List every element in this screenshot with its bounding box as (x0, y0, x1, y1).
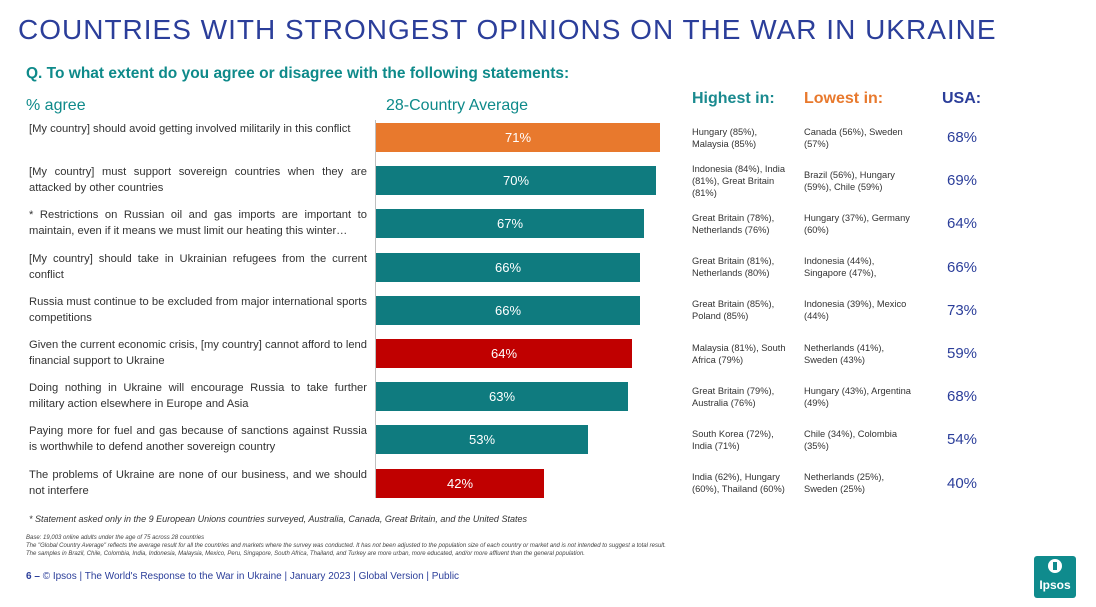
fine-print-samples: The samples in Brazil, Chile, Colombia, … (26, 551, 585, 557)
chart-axis (375, 120, 376, 498)
highest-countries: Malaysia (81%), South Africa (79%) (692, 342, 786, 365)
bar: 71% (376, 123, 660, 152)
usa-value: 69% (946, 172, 978, 190)
page-number: 6 – (26, 571, 40, 582)
logo-mark-bar (1053, 562, 1057, 570)
bar: 64% (376, 339, 632, 368)
bar: 67% (376, 209, 644, 239)
page-title: COUNTRIES WITH STRONGEST OPINIONS ON THE… (18, 14, 997, 45)
statement-label: * Restrictions on Russian oil and gas im… (29, 209, 367, 238)
bar-value-label: 66% (494, 259, 522, 275)
bar-value-label: 42% (446, 475, 474, 491)
statement-label: Russia must continue to be excluded from… (29, 295, 367, 324)
bar-value-label: 53% (468, 432, 496, 448)
bar: 42% (376, 468, 544, 498)
lowest-countries: Chile (34%), Colombia (35%) (804, 428, 898, 451)
bar: 63% (376, 382, 628, 412)
lowest-countries: Netherlands (41%), Sweden (43%) (804, 342, 885, 365)
bar-value-label: 64% (490, 346, 518, 361)
footer: 6 – © Ipsos | The World's Response to th… (26, 571, 459, 582)
lowest-countries: Brazil (56%), Hungary (59%), Chile (59%) (804, 169, 895, 192)
fine-print-base: Base: 19,003 online adults under the age… (26, 535, 205, 541)
usa-value: 59% (946, 345, 978, 362)
highest-countries: India (62%), Hungary (60%), Thailand (60… (692, 472, 785, 495)
highest-countries: South Korea (72%), India (71%) (692, 428, 774, 451)
footnote: * Statement asked only in the 9 European… (29, 514, 527, 524)
bar-value-label: 66% (494, 302, 522, 318)
usa-header: USA: (942, 90, 982, 107)
statement-label: [My country] must support sovereign coun… (29, 166, 367, 195)
statement-label: [My country] should avoid getting involv… (29, 123, 351, 135)
usa-value: 54% (946, 431, 978, 449)
bar-value-label: 71% (504, 130, 532, 145)
bar: 53% (376, 425, 588, 455)
statement-label: Paying more for fuel and gas because of … (29, 425, 367, 454)
lowest-countries: Hungary (43%), Argentina (49%) (804, 385, 911, 408)
usa-value: 68% (946, 129, 978, 146)
usa-value: 68% (946, 388, 978, 406)
bar: 66% (376, 295, 640, 325)
bar-value-label: 63% (488, 389, 516, 405)
footer-text: © Ipsos | The World's Response to the Wa… (42, 571, 460, 582)
bar-value-label: 70% (502, 173, 530, 189)
ipsos-logo: Ipsos (1034, 556, 1076, 598)
logo-text: Ipsos (1039, 578, 1071, 592)
lowest-countries: Indonesia (44%), Singapore (47%), (804, 256, 877, 279)
lowest-countries: Canada (56%), Sweden (57%) (804, 126, 903, 149)
usa-value: 40% (946, 474, 978, 492)
highest-countries: Great Britain (79%), Australia (76%) (692, 385, 775, 408)
bar-value-label: 67% (496, 216, 524, 232)
statement-label: The problems of Ukraine are none of our … (29, 468, 367, 497)
fine-print-average: The "Global Country Average" reflects th… (26, 543, 666, 549)
highest-countries: Great Britain (81%), Netherlands (80%) (692, 256, 775, 279)
highest-header: Highest in: (692, 90, 775, 107)
lowest-countries: Netherlands (25%), Sweden (25%) (804, 472, 885, 495)
usa-value: 64% (946, 215, 978, 233)
pct-agree-label: % agree (26, 97, 86, 114)
usa-value: 73% (946, 301, 978, 319)
bar: 66% (376, 252, 640, 282)
lowest-countries: Indonesia (39%), Mexico (44%) (804, 299, 907, 322)
highest-countries: Indonesia (84%), India (81%), Great Brit… (692, 163, 786, 198)
usa-value: 66% (946, 258, 978, 276)
survey-question: Q. To what extent do you agree or disagr… (26, 65, 570, 82)
statement-label: [My country] should take in Ukrainian re… (29, 252, 367, 281)
bar: 70% (376, 166, 656, 196)
highest-countries: Hungary (85%), Malaysia (85%) (692, 126, 758, 149)
statement-label: Doing nothing in Ukraine will encourage … (29, 382, 367, 411)
lowest-header: Lowest in: (804, 90, 884, 107)
highest-countries: Great Britain (85%), Poland (85%) (692, 299, 775, 322)
highest-countries: Great Britain (78%), Netherlands (76%) (692, 212, 775, 235)
lowest-countries: Hungary (37%), Germany (60%) (804, 212, 910, 235)
average-label: 28-Country Average (386, 97, 529, 114)
statement-label: Given the current economic crisis, [my c… (29, 339, 367, 367)
